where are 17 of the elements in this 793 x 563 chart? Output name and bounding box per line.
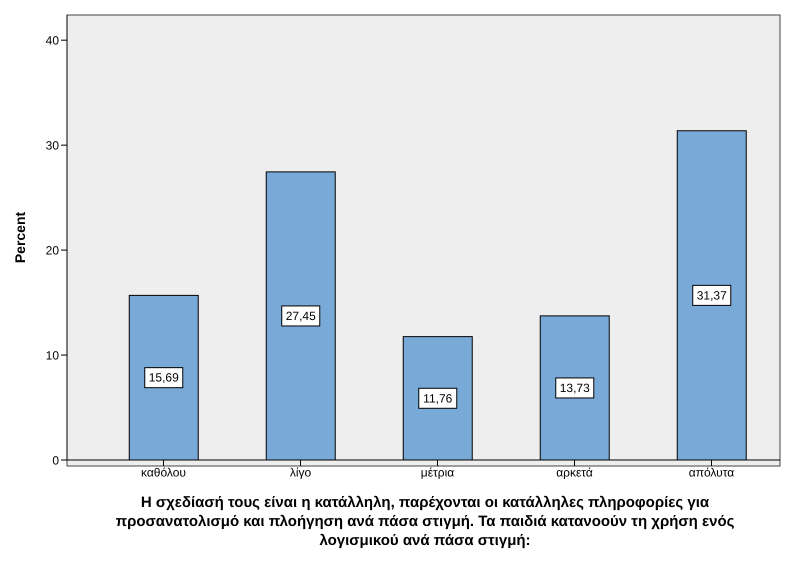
y-axis-title: Percent [12,211,28,264]
data-label: 13,73 [560,380,590,395]
data-label: 15,69 [148,370,180,385]
y-tick-label: 10 [46,348,60,362]
y-tick-label: 0 [52,453,60,468]
x-tick-label: μέτρια [420,466,454,480]
x-axis-title: Η σχεδίασή τους είναι η κατάλληλη, παρέχονται οι κατάλληλες πληροφορίες για προσανατολισμό και πλοήγηση ανά πάσα στιγμή. Τα παιδιά κατανοούν τη χρήση ενός λογισμικού ανά πάσα στιγμή: [114,493,736,550]
data-label: 27,45 [286,308,316,323]
data-label: 31,37 [696,288,728,302]
x-tick-label: λίγο [290,466,312,480]
x-tick-label: απόλυτα [688,466,734,480]
y-tick-label: 30 [46,138,60,152]
data-label: 11,76 [423,391,453,406]
y-tick-label: 40 [46,33,60,48]
y-tick-label: 20 [46,243,60,258]
x-tick-label: αρκετά [556,466,593,480]
x-tick-label: καθόλου [141,466,186,480]
